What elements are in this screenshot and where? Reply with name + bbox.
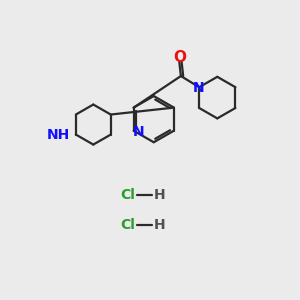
Text: H: H bbox=[154, 218, 166, 232]
Text: H: H bbox=[154, 188, 166, 203]
Text: O: O bbox=[174, 50, 187, 65]
Text: N: N bbox=[133, 125, 145, 139]
Text: Cl: Cl bbox=[121, 188, 136, 203]
Text: NH: NH bbox=[46, 128, 70, 142]
Text: N: N bbox=[193, 81, 204, 95]
Text: Cl: Cl bbox=[121, 218, 136, 232]
